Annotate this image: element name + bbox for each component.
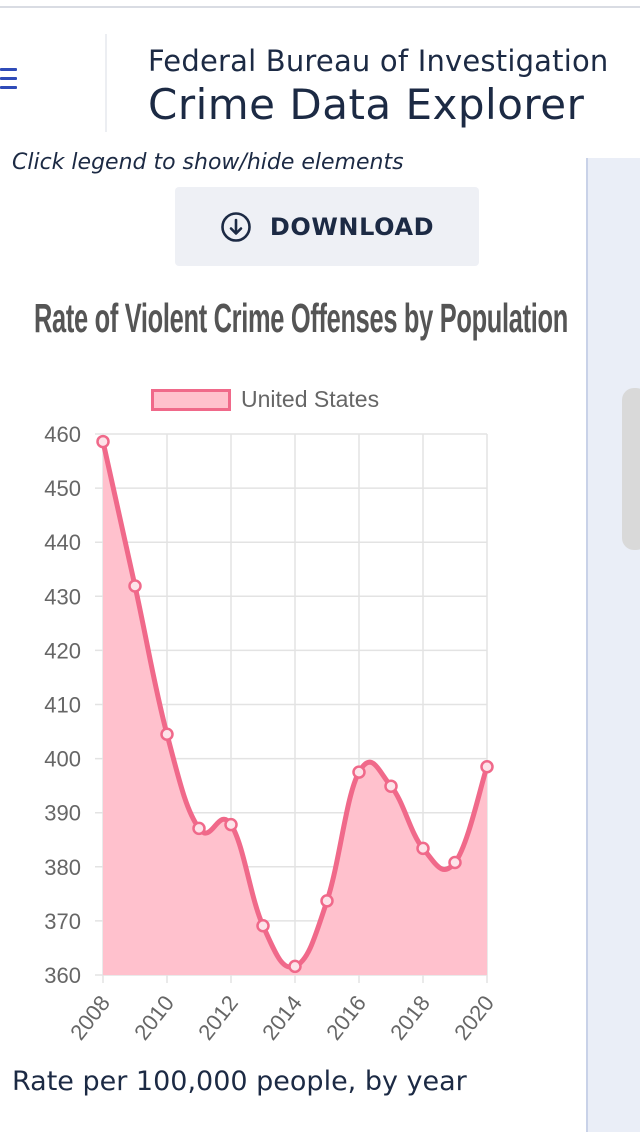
brand-site-title: Crime Data Explorer (148, 80, 585, 129)
x-tick-label: 2014 (257, 991, 307, 1045)
y-tick-label: 450 (44, 476, 81, 501)
data-point (288, 959, 302, 974)
data-point (416, 841, 430, 856)
series-area-united-states (103, 441, 487, 976)
y-tick-label: 370 (44, 909, 81, 934)
y-tick-label: 420 (44, 638, 81, 663)
data-point (448, 855, 462, 870)
side-panel (586, 158, 640, 1132)
legend-hint-text: Click legend to show/hide elements (12, 150, 404, 175)
download-button[interactable]: DOWNLOAD (175, 187, 479, 266)
data-point (192, 821, 206, 836)
x-tick-label: 2016 (321, 991, 371, 1045)
data-point (160, 727, 174, 742)
legend-swatch (151, 388, 231, 411)
y-tick-label: 400 (44, 747, 81, 772)
y-tick-label: 390 (44, 801, 81, 826)
y-tick-label: 440 (44, 530, 81, 555)
brand-agency-name: Federal Bureau of Investigation (148, 44, 609, 78)
x-tick-label: 2018 (385, 991, 435, 1045)
header-divider (105, 34, 107, 132)
y-tick-label: 380 (44, 855, 81, 880)
data-point (96, 434, 110, 449)
data-point (320, 894, 334, 908)
scrollbar-thumb[interactable] (622, 388, 640, 550)
x-tick-label: 2010 (129, 991, 179, 1045)
top-border (0, 6, 640, 8)
data-point (256, 919, 270, 933)
hamburger-menu-icon[interactable] (0, 66, 18, 92)
chart-title: Rate of Violent Crime Offenses by Popula… (34, 295, 568, 341)
site-brand[interactable]: Federal Bureau of Investigation Crime Da… (148, 42, 628, 130)
data-point (352, 765, 366, 779)
y-tick-label: 460 (44, 422, 81, 447)
y-tick-label: 360 (44, 963, 81, 988)
violent-crime-rate-chart: 360 370 380 390 400 410 420 430 440 450 460 2008 201… (44, 422, 499, 1045)
y-tick-label: 430 (44, 584, 81, 609)
x-tick-label: 2008 (65, 991, 115, 1045)
chart-caption: Rate per 100,000 people, by year (12, 1066, 467, 1097)
data-point (224, 817, 238, 832)
legend-label: United States (241, 386, 380, 412)
download-label: DOWNLOAD (269, 212, 435, 241)
x-tick-label: 2012 (193, 991, 243, 1045)
y-tick-label: 410 (44, 693, 81, 718)
data-point (128, 579, 142, 593)
chart-legend-item[interactable]: United States (151, 386, 379, 413)
download-arrow-circle-icon (221, 211, 251, 242)
data-point (480, 759, 494, 774)
data-point (384, 779, 398, 793)
x-tick-label: 2020 (449, 991, 499, 1045)
